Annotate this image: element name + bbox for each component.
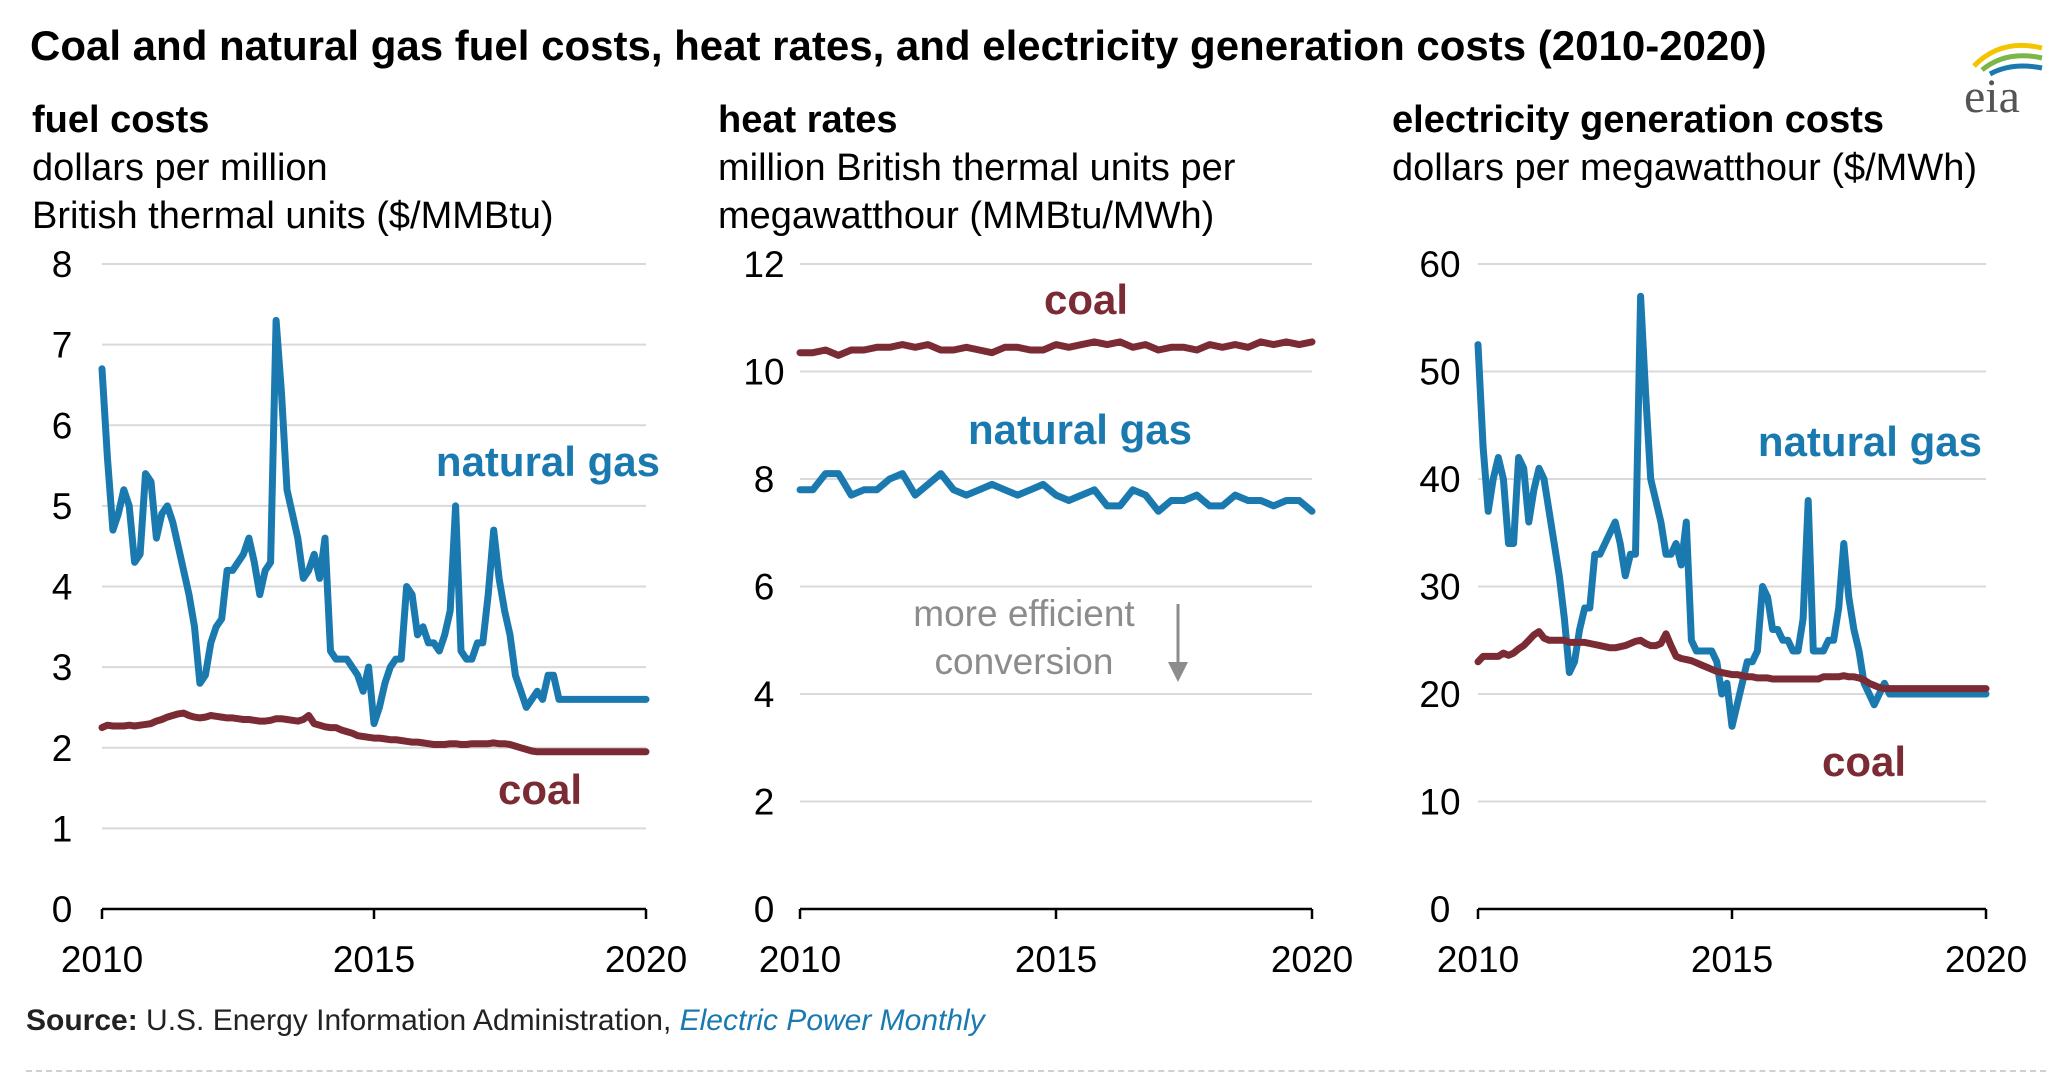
x-tick-label: 2010 <box>61 939 143 980</box>
x-tick-label: 2010 <box>759 939 841 980</box>
eia-logo: eia <box>1964 42 2043 120</box>
source-publication: Electric Power Monthly <box>679 1004 985 1037</box>
logo-arc-blue <box>1988 63 2043 77</box>
y-tick-label: 10 <box>743 352 784 393</box>
y-tick-label: 60 <box>1419 244 1460 285</box>
source-label: Source: <box>26 1004 138 1037</box>
coal-label: coal <box>1822 738 1906 785</box>
y-tick-label: 2 <box>52 728 73 769</box>
y-tick-label: 10 <box>1419 782 1460 823</box>
x-tick-label: 2010 <box>1437 939 1519 980</box>
source-note: Source: U.S. Energy Information Administ… <box>26 1004 985 1038</box>
x-tick-label: 2015 <box>1691 939 1773 980</box>
y-tick-label: 7 <box>52 325 73 366</box>
y-tick-label: 5 <box>52 486 73 527</box>
y-tick-label: 0 <box>52 889 73 930</box>
panel-subtitle: dollars per million <box>32 147 328 189</box>
natural-gas-label: natural gas <box>436 438 660 485</box>
y-tick-label: 6 <box>754 567 775 608</box>
panel-subtitle: dollars per megawatthour ($/MWh) <box>1392 147 1977 189</box>
logo-arc-green <box>1980 53 2043 72</box>
natural-gas-label: natural gas <box>1758 418 1982 465</box>
chart-title: Coal and natural gas fuel costs, heat ra… <box>30 22 1767 69</box>
coal-series-line <box>98 709 650 756</box>
natural-gas-series-line <box>796 470 1316 515</box>
panel-title: fuel costs <box>32 99 209 141</box>
coal-series-line <box>1474 628 1990 693</box>
x-tick-label: 2020 <box>605 939 687 980</box>
y-tick-label: 8 <box>52 244 73 285</box>
charts-area: fuel costs dollars per million British the… <box>32 99 2027 980</box>
coal-label: coal <box>1044 276 1128 323</box>
y-tick-label: 4 <box>52 567 73 608</box>
efficiency-arrow-head <box>1168 662 1188 682</box>
y-tick-label: 0 <box>754 889 775 930</box>
x-tick-label: 2020 <box>1945 939 2027 980</box>
panel-subtitle: million British thermal units per <box>718 147 1236 189</box>
logo-text: eia <box>1964 70 2020 120</box>
y-tick-label: 12 <box>743 244 784 285</box>
y-tick-label: 30 <box>1419 567 1460 608</box>
panel-title: heat rates <box>718 99 898 141</box>
y-tick-label: 0 <box>1430 889 1451 930</box>
panel-subtitle: British thermal units ($/MMBtu) <box>32 195 554 237</box>
x-tick-label: 2015 <box>333 939 415 980</box>
natural-gas-label: natural gas <box>968 406 1192 453</box>
natural-gas-series-line <box>1474 292 1990 730</box>
x-tick-label: 2015 <box>1015 939 1097 980</box>
annotation-text: conversion <box>935 641 1114 682</box>
y-tick-label: 2 <box>754 782 775 823</box>
y-tick-label: 8 <box>754 459 775 500</box>
y-tick-label: 40 <box>1419 459 1460 500</box>
x-tick-label: 2020 <box>1271 939 1353 980</box>
footer-divider <box>26 1070 2046 1072</box>
y-tick-label: 50 <box>1419 352 1460 393</box>
y-tick-label: 3 <box>52 647 73 688</box>
y-tick-label: 4 <box>754 674 775 715</box>
logo-arc-yellow <box>1972 42 2043 68</box>
source-text: U.S. Energy Information Administration, <box>146 1004 672 1037</box>
y-tick-label: 6 <box>52 405 73 446</box>
annotation-text: more efficient <box>913 593 1135 634</box>
coal-label: coal <box>498 766 582 813</box>
panel-title: electricity generation costs <box>1392 99 1884 141</box>
y-tick-label: 1 <box>52 808 73 849</box>
coal-series-line <box>796 338 1316 359</box>
natural-gas-series-line <box>98 316 650 728</box>
panel-subtitle: megawatthour (MMBtu/MWh) <box>718 195 1214 237</box>
y-tick-label: 20 <box>1419 674 1460 715</box>
